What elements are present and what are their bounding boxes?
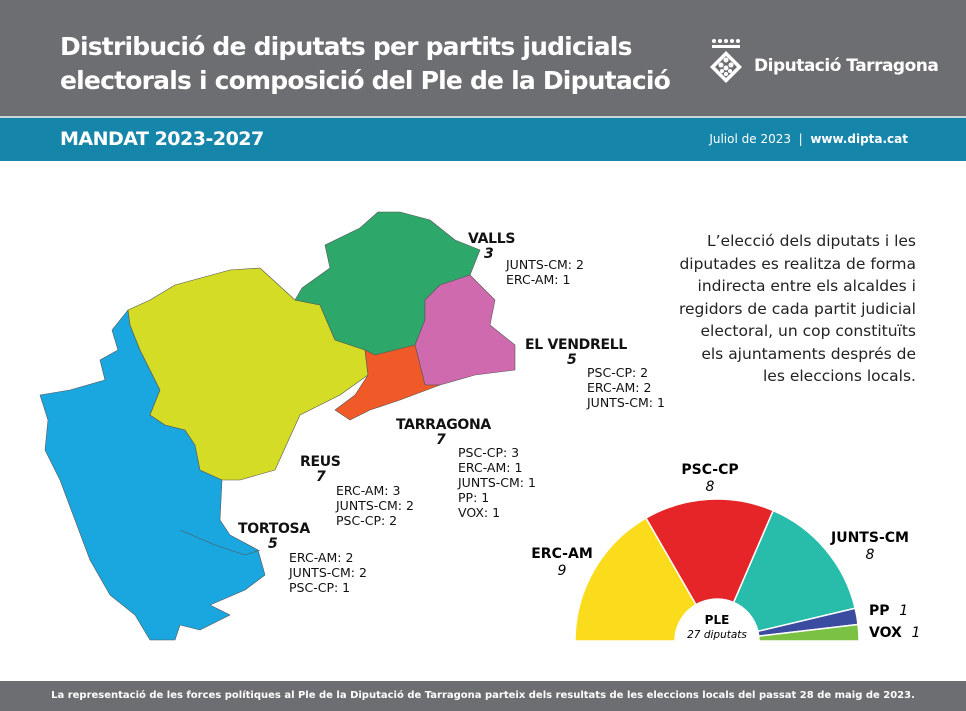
title-line-1: Distribució de diputats per partits judi… (60, 32, 632, 61)
center-subtitle: 27 diputats (687, 629, 747, 641)
mandate-label: MANDAT 2023-2027 (60, 128, 264, 150)
hemicycle-segment-psc-cp (644, 498, 775, 606)
party-name: JUNTS-CM (831, 530, 909, 546)
label-vox: VOX 1 (869, 625, 920, 642)
district-seats: 5 (567, 352, 577, 368)
party-value: 8 (705, 479, 715, 495)
diputacio-crest-icon (710, 39, 742, 83)
district-label-valls: VALLS 3 JUNTS-CM: 2 ERC-AM: 1 (468, 231, 584, 288)
date: Juliol de 2023 (709, 132, 791, 146)
party-value: 9 (557, 563, 567, 579)
party-value: 1 (899, 603, 909, 619)
party-seats: PSC-CP: 2 (336, 513, 398, 528)
party-value: 8 (865, 547, 875, 563)
party-seats: JUNTS-CM: 2 (506, 257, 584, 272)
party-seats: PP: 1 (458, 490, 490, 505)
district-label-tortosa: TORTOSA 5 ERC-AM: 2 JUNTS-CM: 2 PSC-CP: 1 (238, 521, 367, 596)
mandate-band: MANDAT 2023-2027 Juliol de 2023 | www.di… (0, 116, 966, 161)
hemicycle-segment-vox (757, 623, 860, 642)
district-name: EL VENDRELL (525, 337, 627, 353)
label-psc-cp: PSC-CP 8 (675, 462, 745, 496)
district-reus[interactable] (127, 267, 369, 481)
description-text: L’elecció dels diputats i les diputades … (678, 232, 916, 385)
party-name: PSC-CP (681, 462, 739, 478)
district-label-reus: REUS 7 ERC-AM: 3 JUNTS-CM: 2 PSC-CP: 2 (300, 454, 414, 529)
hemicycle-segment-erc-am (574, 516, 698, 642)
party-seats: PSC-CP: 1 (289, 580, 351, 595)
party-seats: ERC-AM: 2 (289, 550, 354, 565)
district-tarragona[interactable] (334, 344, 441, 421)
footer-note: La representació de les forces polítique… (0, 681, 966, 711)
hemicycle-segment-junts-cm (732, 509, 857, 633)
party-seats: ERC-AM: 1 (458, 460, 523, 475)
website-link[interactable]: www.dipta.cat (810, 132, 908, 146)
party-seats: JUNTS-CM: 1 (587, 395, 665, 410)
header: Distribució de diputats per partits judi… (0, 0, 966, 116)
district-seats: 5 (268, 536, 278, 552)
district-name: TORTOSA (238, 521, 310, 537)
party-seats: PSC-CP: 3 (458, 445, 520, 460)
separator: | (798, 132, 803, 146)
center-label: PLE 27 diputats (677, 613, 757, 642)
label-junts-cm: JUNTS-CM 8 (825, 530, 915, 564)
logo-text: Diputació Tarragona (754, 56, 939, 76)
party-seats: PSC-CP: 2 (587, 365, 649, 380)
party-name: VOX (869, 625, 902, 641)
logo[interactable]: Diputació Tarragona (706, 38, 939, 84)
district-name: REUS (300, 454, 341, 470)
party-seats: ERC-AM: 3 (336, 483, 401, 498)
party-seats: ERC-AM: 1 (506, 272, 571, 287)
page-title: Distribució de diputats per partits judi… (60, 30, 671, 98)
party-seats: JUNTS-CM: 2 (289, 565, 367, 580)
district-name: TARRAGONA (396, 417, 491, 433)
party-seats: VOX: 1 (458, 505, 501, 520)
district-seats: 7 (436, 432, 446, 448)
title-line-2: electorals i composició del Ple de la Di… (60, 66, 671, 95)
district-seats: 7 (316, 469, 326, 485)
label-pp: PP 1 (869, 603, 908, 620)
party-seats: ERC-AM: 2 (587, 380, 652, 395)
district-seats: 3 (484, 246, 494, 262)
district-name: VALLS (468, 231, 516, 247)
center-title: PLE (704, 613, 730, 627)
party-seats: JUNTS-CM: 1 (458, 475, 536, 490)
party-seats: JUNTS-CM: 2 (336, 498, 414, 513)
label-erc-am: ERC-AM 9 (527, 546, 597, 580)
party-name: PP (869, 603, 890, 619)
party-name: ERC-AM (531, 546, 593, 562)
date-info: Juliol de 2023 | www.dipta.cat (709, 132, 908, 146)
party-value: 1 (911, 625, 921, 641)
district-el-vendrell[interactable] (414, 274, 516, 386)
district-label-el-vendrell: EL VENDRELL 5 PSC-CP: 2 ERC-AM: 2 JUNTS-CM: … (525, 337, 665, 411)
